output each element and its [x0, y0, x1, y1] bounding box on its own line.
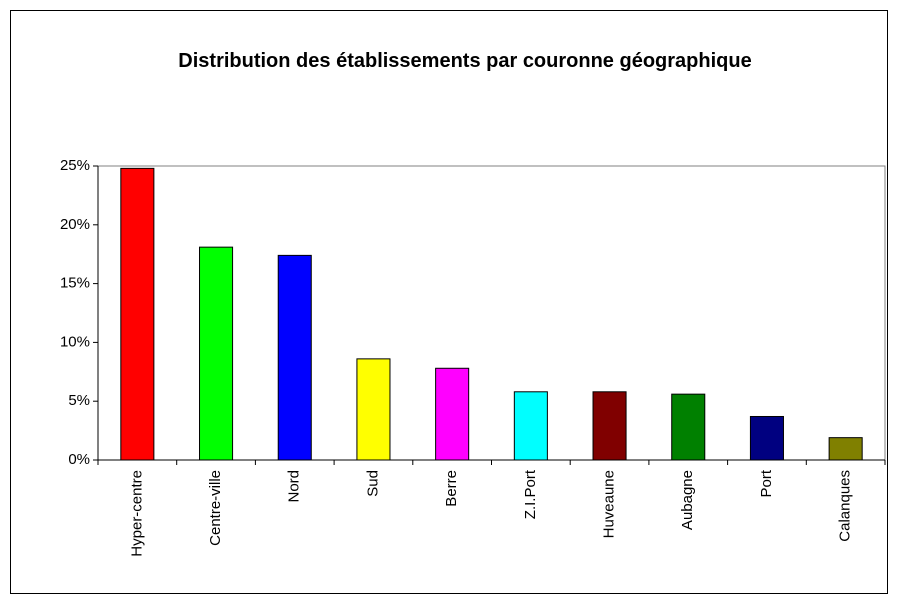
y-tick-label: 5% — [68, 392, 90, 409]
bar — [199, 246, 234, 461]
bar — [671, 393, 706, 461]
x-tick-label: Berre — [443, 470, 460, 507]
bar — [435, 367, 470, 461]
x-tick-label: Huveaune — [601, 470, 618, 538]
x-tick-label: Aubagne — [679, 470, 696, 530]
x-tick-label: Z.I.Port — [522, 469, 539, 519]
y-tick-label: 20% — [60, 216, 90, 233]
y-tick-label: 10% — [60, 333, 90, 350]
bar — [592, 391, 627, 461]
x-tick-label: Centre-ville — [207, 470, 224, 546]
y-tick-label: 0% — [68, 451, 90, 468]
x-tick-label: Port — [758, 469, 775, 497]
chart-frame — [10, 10, 888, 594]
x-tick-label: Hyper-centre — [128, 470, 145, 557]
x-tick-label: Calanques — [837, 470, 854, 542]
x-tick-label: Sud — [364, 470, 381, 497]
y-tick-label: 15% — [60, 275, 90, 292]
bar — [749, 415, 784, 461]
bar — [120, 167, 155, 461]
bar — [356, 358, 391, 461]
chart-title: Distribution des établissements par cour… — [178, 50, 752, 72]
bar — [277, 254, 312, 461]
bar — [513, 391, 548, 461]
bar — [828, 437, 863, 461]
y-tick-label: 25% — [60, 157, 90, 174]
x-tick-label: Nord — [286, 470, 303, 503]
